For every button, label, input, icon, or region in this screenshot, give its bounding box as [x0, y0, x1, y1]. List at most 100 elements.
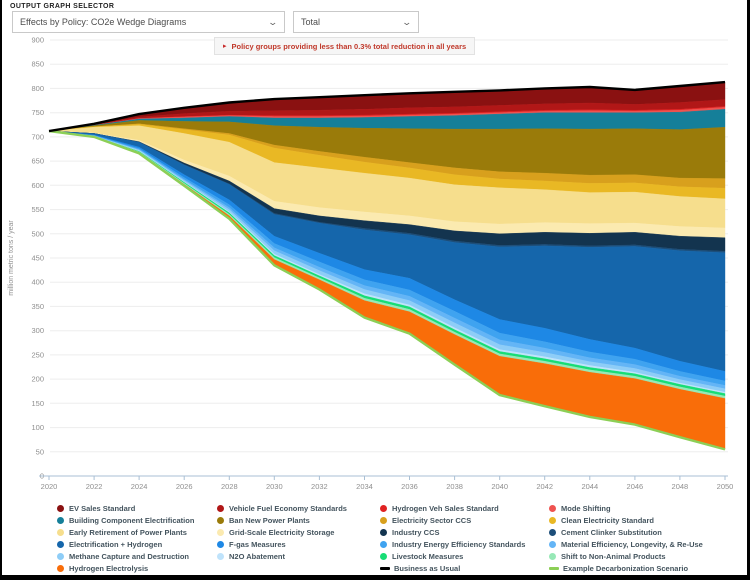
legend-item-label: Hydrogen Electrolysis — [69, 563, 149, 573]
legend-dot-swatch-icon — [57, 504, 64, 512]
svg-text:2040: 2040 — [491, 482, 508, 491]
chart-legend: EV Sales Standard Vehicle Fuel Economy St… — [2, 502, 746, 574]
svg-text:2046: 2046 — [627, 482, 644, 491]
legend-dot-swatch-icon — [549, 552, 556, 560]
legend-item: Vehicle Fuel Economy Standards — [217, 502, 380, 514]
legend-item: Hydrogen Electrolysis — [57, 562, 217, 574]
legend-dot-swatch-icon — [217, 504, 224, 512]
output-graph-selector-label: OUTPUT GRAPH SELECTOR — [10, 3, 115, 10]
legend-dot-swatch-icon — [549, 540, 556, 548]
legend-dot-swatch-icon — [380, 516, 387, 524]
legend-item: Electrification + Hydrogen — [57, 538, 217, 550]
legend-item-label: F-gas Measures — [229, 539, 286, 549]
svg-text:150: 150 — [31, 399, 44, 408]
legend-dot-swatch-icon — [549, 528, 556, 536]
legend-item: EV Sales Standard — [57, 502, 217, 514]
svg-text:2030: 2030 — [266, 482, 283, 491]
legend-item-label: Electrification + Hydrogen — [69, 539, 163, 549]
svg-text:2048: 2048 — [672, 482, 689, 491]
legend-item: Industry Energy Efficiency Standards — [380, 538, 549, 550]
svg-text:350: 350 — [31, 302, 44, 311]
legend-item: Methane Capture and Destruction — [57, 550, 217, 562]
triangle-right-icon: ▸ — [223, 43, 227, 50]
legend-item: Hydrogen Veh Sales Standard — [380, 502, 549, 514]
legend-item-label: Business as Usual — [394, 563, 461, 573]
svg-text:800: 800 — [31, 84, 44, 93]
svg-text:50: 50 — [36, 447, 44, 456]
legend-item-label: Methane Capture and Destruction — [69, 551, 190, 561]
legend-dot-swatch-icon — [57, 552, 64, 560]
svg-text:2022: 2022 — [86, 482, 103, 491]
svg-text:450: 450 — [31, 254, 44, 263]
legend-item-label: Material Efficiency, Longevity, & Re-Use — [561, 539, 703, 549]
legend-dot-swatch-icon — [57, 516, 64, 524]
legend-dot-swatch-icon — [380, 552, 387, 560]
legend-item-label: N2O Abatement — [229, 551, 285, 561]
legend-item-label: Example Decarbonization Scenario — [563, 563, 689, 573]
chevron-down-icon: ⌄ — [401, 16, 413, 27]
svg-text:2034: 2034 — [356, 482, 373, 491]
legend-item: N2O Abatement — [217, 550, 380, 562]
legend-item-label: Building Component Electrification — [69, 515, 195, 525]
legend-item-label: Livestock Measures — [392, 551, 464, 561]
svg-text:100: 100 — [31, 423, 44, 432]
legend-item-label: Early Retirement of Power Plants — [69, 527, 187, 537]
svg-text:550: 550 — [31, 205, 44, 214]
graph-type-select[interactable]: Effects by Policy: CO2e Wedge Diagrams ⌄ — [12, 11, 285, 33]
legend-item: Industry CCS — [380, 526, 549, 538]
svg-text:850: 850 — [31, 60, 44, 69]
legend-item-label: EV Sales Standard — [69, 503, 136, 513]
legend-item: Early Retirement of Power Plants — [57, 526, 217, 538]
graph-mode-select-value: Total — [301, 17, 321, 27]
legend-item-label: Hydrogen Veh Sales Standard — [392, 503, 499, 513]
legend-dot-swatch-icon — [380, 504, 387, 512]
svg-text:750: 750 — [31, 108, 44, 117]
legend-item: Livestock Measures — [380, 550, 549, 562]
legend-item-label: Cement Clinker Substitution — [561, 527, 662, 537]
legend-dot-swatch-icon — [380, 540, 387, 548]
legend-dot-swatch-icon — [217, 516, 224, 524]
legend-item-label: Mode Shifting — [561, 503, 611, 513]
svg-text:2026: 2026 — [176, 482, 193, 491]
legend-item: Building Component Electrification — [57, 514, 217, 526]
legend-dot-swatch-icon — [380, 528, 387, 536]
legend-item: Mode Shifting — [549, 502, 746, 514]
legend-dot-swatch-icon — [217, 552, 224, 560]
wedge-chart-svg: 0501001502002503003504004505005506006507… — [8, 36, 733, 492]
legend-line-swatch-icon — [549, 566, 559, 570]
legend-item: Cement Clinker Substitution — [549, 526, 746, 538]
legend-item: Clean Electricity Standard — [549, 514, 746, 526]
legend-dot-swatch-icon — [57, 564, 64, 572]
svg-text:700: 700 — [31, 132, 44, 141]
legend-dot-swatch-icon — [549, 504, 556, 512]
svg-text:650: 650 — [31, 157, 44, 166]
small-policies-toggle[interactable]: ▸ Policy groups providing less than 0.3%… — [214, 37, 476, 55]
svg-text:2032: 2032 — [311, 482, 328, 491]
graph-mode-select[interactable]: Total ⌄ — [293, 11, 419, 33]
legend-item: Material Efficiency, Longevity, & Re-Use — [549, 538, 746, 550]
svg-text:300: 300 — [31, 326, 44, 335]
svg-text:2038: 2038 — [446, 482, 463, 491]
svg-text:2028: 2028 — [221, 482, 238, 491]
legend-dot-swatch-icon — [217, 528, 224, 536]
legend-item: Grid-Scale Electricity Storage — [217, 526, 380, 538]
legend-dot-swatch-icon — [57, 540, 64, 548]
legend-item-label: Vehicle Fuel Economy Standards — [229, 503, 347, 513]
legend-item: Electricity Sector CCS — [380, 514, 549, 526]
svg-text:million metric tons / year: million metric tons / year — [8, 220, 15, 296]
legend-item: Business as Usual — [380, 562, 549, 574]
svg-text:900: 900 — [31, 36, 44, 45]
svg-text:2036: 2036 — [401, 482, 418, 491]
svg-text:2042: 2042 — [536, 482, 553, 491]
legend-dot-swatch-icon — [57, 528, 64, 536]
legend-item-label: Industry Energy Efficiency Standards — [392, 539, 526, 549]
legend-line-swatch-icon — [380, 566, 390, 570]
svg-text:250: 250 — [31, 350, 44, 359]
svg-text:400: 400 — [31, 278, 44, 287]
legend-item-label: Industry CCS — [392, 527, 440, 537]
legend-item-label: Shift to Non-Animal Products — [561, 551, 666, 561]
svg-text:2020: 2020 — [41, 482, 58, 491]
legend-item: Ban New Power Plants — [217, 514, 380, 526]
svg-text:2044: 2044 — [581, 482, 598, 491]
small-policies-toggle-label: Policy groups providing less than 0.3% t… — [231, 41, 467, 51]
